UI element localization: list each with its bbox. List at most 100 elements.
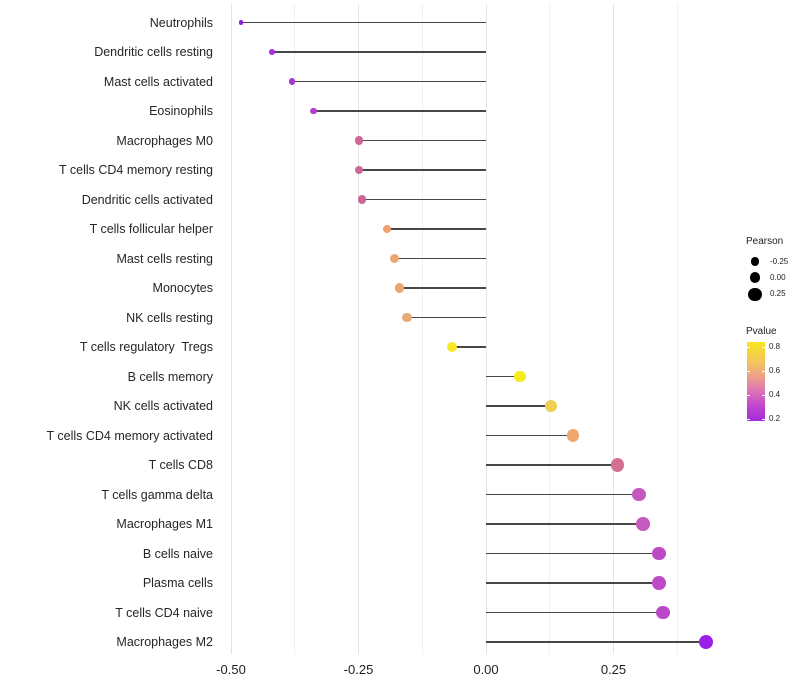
y-axis-label: T cells CD4 naive (115, 605, 213, 620)
lollipop-dot (446, 341, 457, 353)
pvalue-colorbar (747, 342, 765, 421)
lollipop-stem (486, 582, 659, 584)
minor-gridline (421, 4, 423, 654)
y-axis-label: Neutrophils (149, 15, 213, 30)
lollipop-stem (241, 21, 486, 24)
y-axis-label: Monocytes (152, 281, 213, 295)
x-axis-label: -0.50 (216, 662, 246, 677)
lollipop-dot (382, 224, 392, 234)
colorbar-tick-mark (762, 419, 765, 420)
lollipop-dot (239, 20, 244, 25)
lollipop-dot (354, 136, 364, 145)
y-axis-label: Dendritic cells resting (94, 45, 213, 59)
lollipop-stem (486, 641, 706, 643)
colorbar-tick-label: 0.8 (769, 342, 781, 351)
major-gridline (230, 4, 232, 654)
lollipop-stem (359, 169, 486, 171)
lollipop-dot (309, 107, 317, 115)
lollipop-stem (399, 287, 486, 289)
lollipop-stem (486, 611, 663, 614)
y-axis-label: Dendritic cells activated (81, 192, 213, 207)
lollipop-dot (636, 517, 650, 531)
x-axis-label: -0.25 (343, 662, 374, 677)
lollipop-stem (271, 51, 486, 53)
lollipop-dot (357, 195, 367, 204)
x-axis-label: 0.00 (473, 662, 499, 677)
colorbar-tick-mark (762, 347, 765, 348)
y-axis-label: NK cells resting (126, 310, 213, 325)
lollipop-stem (486, 434, 574, 437)
colorbar-tick-mark (747, 419, 750, 420)
lollipop-stem (387, 228, 486, 230)
color-legend-title: Pvalue (746, 326, 777, 337)
colorbar-tick-mark (747, 395, 750, 396)
lollipop-stem (313, 110, 486, 112)
lollipop-dot (402, 312, 412, 323)
lollipop-dot (389, 253, 399, 263)
lollipop-stem (362, 198, 486, 201)
lollipop-stem (486, 464, 618, 466)
y-axis-label: B cells naive (142, 546, 213, 561)
colorbar-tick-label: 0.6 (769, 366, 781, 375)
lollipop-dot (544, 399, 557, 412)
lollipop-stem (486, 405, 551, 407)
size-legend-label: 0.00 (770, 272, 786, 282)
minor-gridline (294, 4, 296, 654)
lollipop-stem (486, 552, 659, 555)
lollipop-dot (610, 458, 624, 472)
y-axis-label: Macrophages M2 (116, 635, 213, 649)
colorbar-tick-mark (762, 395, 765, 396)
colorbar-tick-label: 0.4 (769, 390, 781, 399)
lollipop-stem (486, 523, 644, 525)
lollipop-dot (652, 576, 666, 590)
colorbar-tick-label: 0.2 (769, 414, 781, 423)
size-legend-label: 0.25 (770, 289, 786, 299)
y-axis-label: Macrophages M1 (116, 517, 213, 531)
size-legend-title: Pearson (746, 236, 784, 247)
lollipop-dot (652, 546, 666, 561)
y-axis-label: Mast cells activated (103, 74, 213, 89)
lollipop-dot (567, 429, 580, 442)
y-axis-label: T cells CD4 memory activated (46, 428, 214, 443)
size-legend-label: -0.25 (770, 256, 789, 266)
lollipop-stem (359, 139, 486, 142)
lollipop-dot (632, 487, 646, 502)
colorbar-tick-mark (747, 347, 750, 348)
major-gridline (485, 4, 487, 654)
colorbar-tick-mark (747, 371, 750, 372)
lollipop-dot (395, 283, 405, 293)
y-axis-label: NK cells activated (113, 399, 213, 413)
y-axis-label: Eosinophils (149, 104, 213, 118)
lollipop-dot (698, 634, 713, 650)
lollipop-stem (451, 346, 486, 348)
size-legend-dot (749, 272, 761, 284)
minor-gridline (549, 4, 551, 654)
lollipop-dot (268, 49, 275, 55)
lollipop-dot (656, 605, 670, 620)
lollipop-stem (394, 257, 486, 260)
major-gridline (358, 4, 359, 654)
y-axis-label: T cells CD8 (148, 458, 213, 472)
y-axis-label: T cells regulatory Tregs (79, 340, 213, 354)
x-axis-label: 0.25 (600, 662, 627, 677)
size-legend-dot (750, 257, 760, 266)
y-axis-label: T cells CD4 memory resting (59, 163, 213, 177)
y-axis-label: B cells memory (127, 369, 213, 384)
y-axis-label: T cells gamma delta (101, 487, 213, 502)
lollipop-stem (486, 493, 639, 496)
lollipop-stem (292, 80, 486, 83)
lollipop-dot (514, 370, 526, 383)
y-axis-label: Plasma cells (142, 576, 213, 590)
minor-gridline (676, 4, 678, 654)
lollipop-stem (486, 375, 521, 378)
colorbar-tick-mark (762, 371, 765, 372)
major-gridline (613, 4, 614, 654)
lollipop-dot (354, 165, 364, 175)
y-axis-label: Mast cells resting (116, 251, 213, 266)
lollipop-dot (289, 78, 296, 85)
y-axis-label: Macrophages M0 (116, 133, 213, 148)
lollipop-stem (406, 316, 486, 319)
y-axis-label: T cells follicular helper (89, 222, 213, 236)
